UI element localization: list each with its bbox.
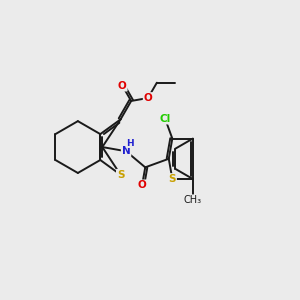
- Text: O: O: [138, 180, 146, 190]
- Text: S: S: [169, 174, 176, 184]
- Text: N: N: [122, 146, 130, 156]
- Text: O: O: [144, 93, 152, 103]
- Text: Cl: Cl: [159, 114, 171, 124]
- Text: CH₃: CH₃: [184, 195, 202, 205]
- Text: S: S: [117, 170, 124, 180]
- Text: O: O: [118, 81, 127, 91]
- Text: H: H: [126, 139, 134, 148]
